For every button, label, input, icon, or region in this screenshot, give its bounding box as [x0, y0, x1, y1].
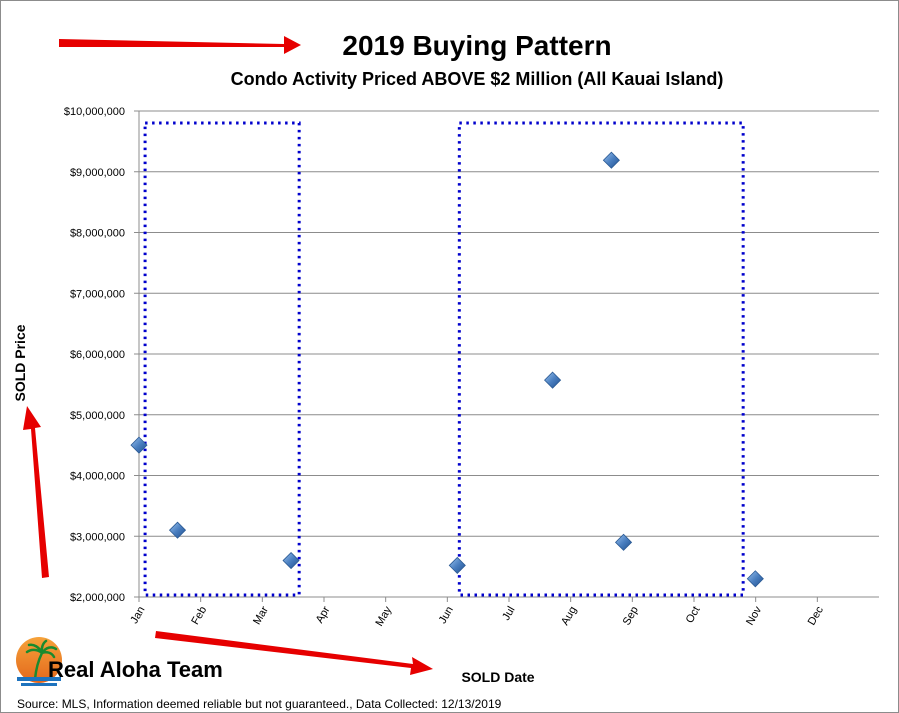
palm-tree-icon	[25, 639, 58, 681]
y-tick-label: $7,000,000	[70, 288, 125, 300]
y-tick-label: $9,000,000	[70, 167, 125, 179]
x-tick-label: Jun	[437, 605, 456, 626]
highlight-box	[143, 121, 301, 597]
data-point	[614, 533, 633, 551]
y-tick-label: $3,000,000	[70, 531, 125, 543]
x-tick-label: Aug	[559, 605, 579, 628]
title-arrow-icon	[59, 36, 301, 54]
x-tick-label: Apr	[314, 604, 333, 625]
y-tick-label: $2,000,000	[70, 592, 125, 604]
y-tick-label: $10,000,000	[64, 106, 125, 118]
x-tick-label: Nov	[744, 604, 764, 627]
data-point	[282, 551, 300, 570]
real-aloha-team-logo: Real Aloha Team	[16, 637, 223, 686]
x-tick-label: Oct	[684, 605, 703, 626]
ylabel-arrow-icon	[23, 406, 49, 578]
x-tick-label: Jan	[128, 605, 147, 626]
y-tick-label: $5,000,000	[70, 410, 125, 422]
xlabel-arrow-icon	[155, 631, 433, 675]
data-point	[130, 436, 148, 454]
data-point	[602, 151, 620, 169]
x-tick-label: Jul	[500, 605, 517, 623]
x-axis-title: SOLD Date	[461, 669, 534, 685]
source-note: Source: MLS, Information deemed reliable…	[17, 697, 502, 711]
y-tick-label: $4,000,000	[70, 471, 125, 483]
highlight-boxes	[143, 121, 745, 597]
x-axis-ticks: Jan Feb Mar Apr May Jun Jul Aug Sep Oct Nov Dec	[128, 597, 826, 628]
data-point	[168, 521, 187, 539]
gridlines	[134, 110, 879, 598]
water-icon	[17, 677, 61, 681]
data-points	[130, 151, 764, 588]
x-tick-label: May	[373, 604, 394, 628]
data-point	[448, 556, 466, 574]
y-tick-label: $8,000,000	[70, 228, 125, 240]
y-tick-label: $6,000,000	[70, 349, 125, 361]
logo-text: Real Aloha Team	[48, 657, 223, 682]
data-point	[746, 570, 764, 588]
x-tick-label: Dec	[806, 604, 826, 627]
x-tick-label: Mar	[251, 604, 271, 627]
y-axis-title: SOLD Price	[12, 324, 28, 401]
x-tick-label: Sep	[621, 605, 641, 628]
data-point	[544, 371, 562, 389]
x-tick-label: Feb	[189, 605, 209, 627]
chart-title: 2019 Buying Pattern	[342, 30, 611, 61]
highlight-box	[457, 121, 745, 597]
chart-subtitle: Condo Activity Priced ABOVE $2 Million (…	[231, 69, 724, 89]
y-axis-ticks: $2,000,000 $3,000,000 $4,000,000 $5,000,000…	[64, 106, 125, 604]
